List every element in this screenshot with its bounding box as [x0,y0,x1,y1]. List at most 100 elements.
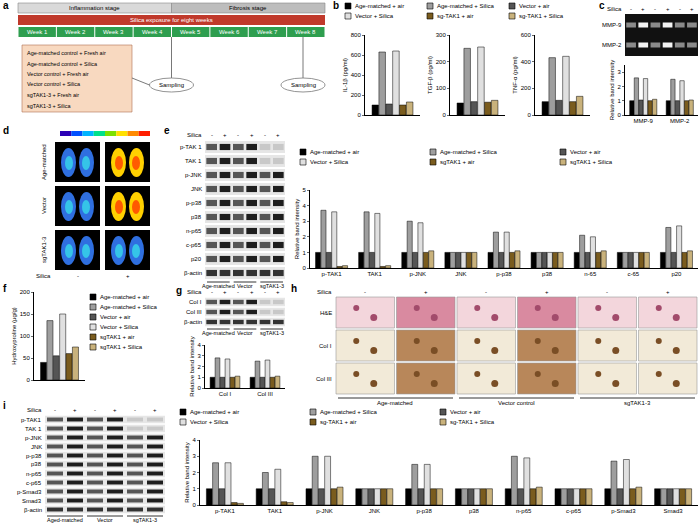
svg-text:g: g [176,285,182,296]
svg-text:Age-matched: Age-matched [377,400,413,406]
svg-text:+: + [641,6,645,12]
svg-text:TAK1: TAK1 [367,271,382,277]
svg-text:JNK: JNK [369,508,380,514]
svg-text:Col I: Col I [219,391,232,397]
svg-text:sg-TAK1 + air: sg-TAK1 + air [437,13,473,19]
svg-text:p20: p20 [671,271,682,277]
svg-text:sgTAK1-3 + Silica: sgTAK1-3 + Silica [27,103,71,109]
svg-text:IL-1β (pg/ml): IL-1β (pg/ml) [342,58,348,92]
svg-text:JNK: JNK [31,444,42,450]
svg-text:+: + [113,407,117,413]
svg-text:p-p38: p-p38 [186,200,202,206]
svg-text:a: a [3,0,9,11]
svg-text:sg-TAK1 + air: sg-TAK1 + air [320,419,356,425]
svg-text:1: 1 [617,98,621,104]
svg-text:Vector: Vector [237,330,253,336]
svg-text:Vector + Silica: Vector + Silica [100,324,139,330]
svg-text:p-JNK: p-JNK [316,508,333,514]
svg-text:Age-matched + air: Age-matched + air [100,294,149,300]
svg-text:i: i [3,400,6,411]
svg-text:-: - [654,6,656,12]
svg-text:Sampling: Sampling [291,82,316,88]
svg-text:sgTAK1-3: sgTAK1-3 [41,236,47,263]
svg-text:0: 0 [302,265,306,271]
svg-text:Silica: Silica [317,289,332,295]
svg-text:TAK1: TAK1 [267,508,282,514]
svg-text:n-65: n-65 [584,271,597,277]
svg-text:Relative band intensity: Relative band intensity [189,336,195,396]
svg-text:h: h [291,283,297,294]
svg-text:sgTAK1 + Silica: sgTAK1 + Silica [570,159,613,165]
svg-text:c-p65: c-p65 [566,508,582,514]
svg-text:TAK 1: TAK 1 [25,426,42,432]
svg-text:Age-matched: Age-matched [202,283,235,289]
svg-text:-: - [606,289,608,295]
svg-text:b: b [333,0,339,11]
svg-text:0: 0 [442,112,446,118]
svg-text:5: 5 [302,187,306,193]
svg-text:Week 6: Week 6 [219,29,240,35]
svg-text:p-TAK1: p-TAK1 [21,417,42,423]
svg-text:+: + [276,289,280,295]
svg-text:1: 1 [197,374,201,380]
svg-text:+: + [153,407,157,413]
svg-text:+: + [545,289,549,295]
svg-text:Age-matched: Age-matched [202,330,235,336]
svg-text:Age-matched: Age-matched [41,144,47,180]
svg-text:+: + [223,289,227,295]
svg-text:e: e [164,125,170,136]
svg-text:Col I: Col I [319,343,332,349]
svg-text:1: 1 [192,486,196,492]
svg-text:Relative band intensity: Relative band intensity [184,442,190,502]
svg-text:c-p65: c-p65 [26,480,42,486]
svg-text:Relative band intensity: Relative band intensity [609,60,615,120]
svg-text:0: 0 [192,502,196,508]
svg-text:300: 300 [436,32,447,38]
svg-text:JNK: JNK [191,186,202,192]
svg-text:JNK: JNK [455,271,466,277]
svg-text:+: + [223,132,227,138]
svg-text:3: 3 [302,218,306,224]
svg-text:Col I: Col I [189,299,202,305]
svg-text:0: 0 [26,377,30,383]
svg-text:Age-matched + Silica: Age-matched + Silica [437,3,495,9]
svg-text:-: - [94,407,96,413]
svg-text:Fibrosis stage: Fibrosis stage [229,5,267,11]
svg-text:sgTAK1 + air: sgTAK1 + air [100,334,134,340]
svg-text:Hydroxyproline (μg/g): Hydroxyproline (μg/g) [11,307,17,364]
svg-text:p-JNK: p-JNK [409,271,426,277]
svg-text:Smad3: Smad3 [22,498,42,504]
svg-text:0: 0 [197,385,201,391]
svg-text:600: 600 [351,52,362,58]
svg-text:MMP-9: MMP-9 [634,118,654,124]
svg-text:Vector + air: Vector + air [100,314,131,320]
svg-text:-: - [237,132,239,138]
svg-text:4: 4 [302,203,306,209]
svg-text:sg-TAK1 + Silica: sg-TAK1 + Silica [519,13,564,19]
svg-text:Silica exposure for eight week: Silica exposure for eight weeks [130,17,213,23]
svg-text:-: - [264,132,266,138]
svg-text:Silica: Silica [607,6,622,12]
svg-text:Week 1: Week 1 [27,29,48,35]
svg-text:Vector + Silica: Vector + Silica [310,159,349,165]
svg-text:+: + [666,6,670,12]
svg-text:n-p65: n-p65 [516,508,532,514]
svg-text:c-65: c-65 [627,271,639,277]
svg-text:p-TAK 1: p-TAK 1 [180,144,202,150]
svg-text:sg-TAK1 + Silica: sg-TAK1 + Silica [450,419,495,425]
svg-text:sgTAK1-3: sgTAK1-3 [260,330,284,336]
svg-text:sgTAK1-3 + Fresh air: sgTAK1-3 + Fresh air [27,92,79,98]
svg-text:Age-matched + air: Age-matched + air [190,409,239,415]
svg-text:150: 150 [20,311,31,317]
svg-text:0: 0 [617,112,621,118]
svg-text:Vector: Vector [41,197,47,214]
svg-text:p-p38: p-p38 [416,508,432,514]
svg-text:p20: p20 [191,256,202,262]
svg-text:Week 4: Week 4 [142,29,163,35]
svg-text:d: d [3,125,9,136]
svg-text:600: 600 [521,32,532,38]
svg-text:800: 800 [351,32,362,38]
svg-text:Silica: Silica [187,289,202,295]
svg-text:p38: p38 [542,271,553,277]
svg-text:f: f [3,283,7,294]
